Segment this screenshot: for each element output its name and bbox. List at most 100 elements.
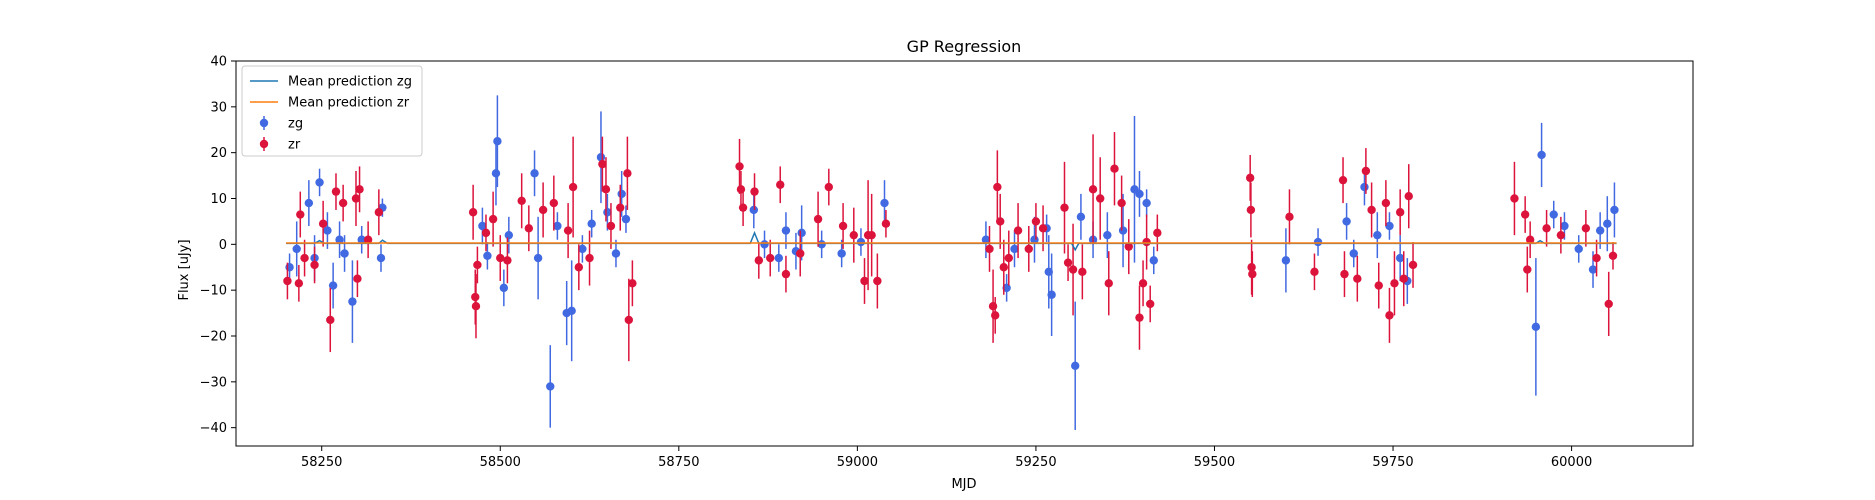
data-point (496, 253, 505, 263)
data-point (1608, 251, 1618, 260)
data-point (1510, 194, 1519, 203)
data-point (1588, 265, 1598, 274)
data-point (1610, 205, 1619, 215)
data-point (471, 302, 481, 311)
data-point (283, 276, 292, 286)
data-point (797, 228, 806, 238)
data-point (483, 251, 492, 260)
data-point (1002, 283, 1011, 293)
data-point (1395, 208, 1405, 217)
data-point (1313, 237, 1323, 247)
data-point (616, 203, 625, 212)
data-point (338, 198, 348, 208)
legend-entry: Mean prediction zr (250, 96, 410, 111)
legend-marker-swatch (259, 139, 269, 149)
data-point (856, 237, 866, 247)
data-point (824, 182, 833, 192)
series-zr (283, 132, 1618, 362)
data-point (796, 249, 805, 258)
data-point (292, 244, 301, 254)
data-point (1285, 212, 1294, 222)
data-point (1381, 198, 1391, 208)
data-point (323, 226, 332, 235)
data-point (351, 194, 361, 203)
data-point (1076, 212, 1086, 222)
data-point (328, 281, 338, 290)
data-point (1117, 198, 1126, 208)
data-point (1549, 210, 1558, 219)
data-point (310, 260, 319, 270)
data-point (996, 217, 1005, 226)
data-point (376, 253, 386, 263)
data-point (1342, 217, 1351, 226)
data-point (628, 279, 637, 288)
x-tick-label: 58250 (301, 455, 342, 470)
data-point (838, 221, 848, 231)
y-tick-label: 40 (210, 55, 227, 70)
data-point (574, 263, 584, 272)
data-point (1068, 265, 1078, 274)
data-point (296, 210, 305, 219)
data-point (1010, 244, 1019, 254)
data-point (1142, 237, 1151, 247)
data-point (1096, 194, 1105, 203)
legend-entry: Mean prediction zg (250, 75, 412, 90)
data-point (1385, 311, 1394, 320)
data-point (294, 279, 304, 288)
legend-label: Mean prediction zg (288, 75, 412, 90)
data-point (493, 137, 502, 146)
data-point (988, 302, 998, 311)
legend-label: Mean prediction zr (288, 96, 410, 111)
data-point (315, 178, 324, 187)
data-point (553, 221, 562, 231)
x-tick-label: 58500 (480, 455, 521, 470)
data-point (1581, 224, 1591, 233)
y-tick-label: 0 (219, 238, 227, 253)
data-point (1390, 279, 1399, 288)
data-point (335, 235, 344, 244)
data-point (1360, 182, 1369, 192)
data-point (1574, 244, 1583, 254)
x-tick-label: 59000 (837, 455, 878, 470)
data-point (1340, 269, 1349, 279)
legend-label: zr (288, 138, 301, 153)
data-point (1078, 267, 1087, 277)
data-point (1063, 258, 1073, 267)
data-point (546, 382, 555, 391)
x-tick-label: 59500 (1194, 455, 1235, 470)
data-point (530, 169, 539, 178)
data-point (766, 253, 775, 263)
data-point (285, 263, 294, 272)
data-point (993, 182, 1002, 192)
data-point (355, 185, 364, 194)
data-point (353, 274, 362, 283)
data-point (1031, 217, 1041, 226)
data-point (1013, 226, 1023, 235)
data-point (504, 230, 514, 240)
data-point (1556, 230, 1566, 240)
data-point (1367, 205, 1376, 215)
data-point (849, 230, 858, 240)
data-point (1246, 205, 1256, 215)
data-point (1004, 253, 1013, 263)
data-point (326, 315, 335, 325)
legend-box (241, 65, 423, 157)
data-point (374, 208, 384, 217)
data-point (1374, 281, 1383, 290)
data-point (781, 269, 791, 279)
data-point (1361, 166, 1371, 176)
data-point (999, 263, 1008, 272)
data-point (1044, 267, 1053, 277)
data-point (738, 203, 748, 212)
data-point (563, 226, 573, 235)
data-point (1525, 235, 1535, 244)
legend-entry: zg (259, 116, 303, 132)
data-point (468, 208, 478, 217)
data-point (331, 187, 341, 196)
y-tick-label: −40 (200, 421, 227, 436)
data-point (1592, 253, 1601, 263)
data-point (538, 205, 548, 215)
y-axis: −40 −30 −20 −10 0 10 20 30 40 (200, 55, 236, 436)
data-point (1104, 279, 1113, 288)
